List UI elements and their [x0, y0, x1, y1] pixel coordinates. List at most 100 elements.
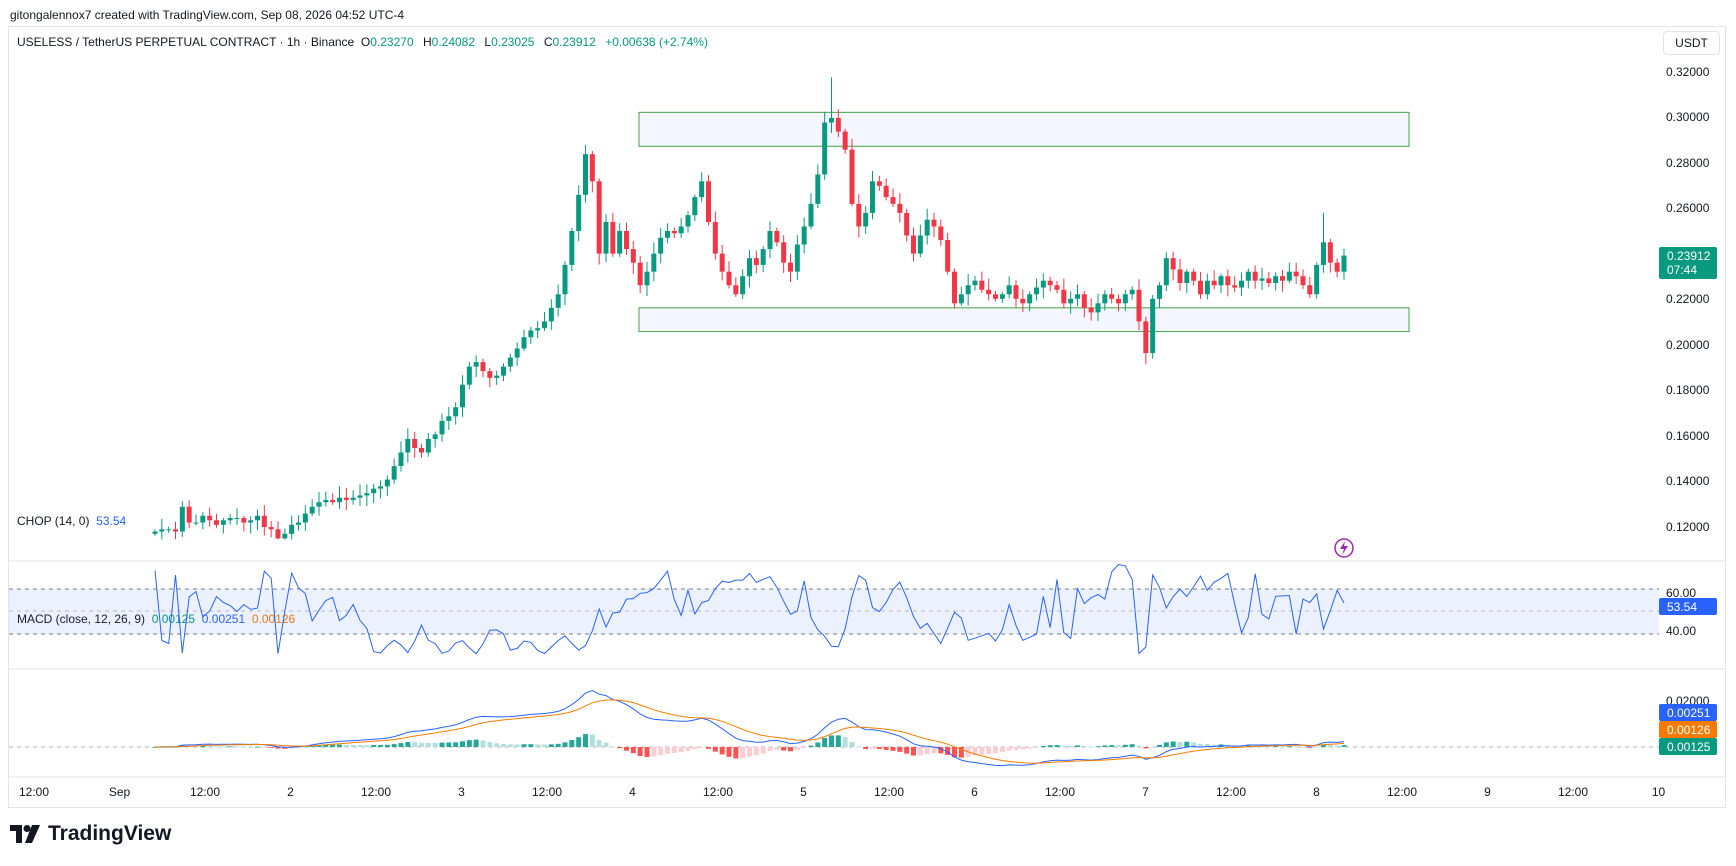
candle[interactable]	[1143, 316, 1149, 365]
candle[interactable]	[1184, 269, 1190, 294]
candle[interactable]	[521, 329, 527, 352]
candle[interactable]	[480, 358, 486, 378]
candle[interactable]	[1252, 265, 1258, 289]
candle[interactable]	[555, 284, 561, 317]
candle[interactable]	[371, 483, 377, 504]
candle[interactable]	[747, 250, 752, 288]
candle[interactable]	[494, 370, 500, 385]
candle[interactable]	[378, 480, 383, 499]
candle[interactable]	[405, 428, 411, 463]
candle[interactable]	[979, 271, 985, 294]
chop-legend[interactable]: CHOP (14, 0) 53.54	[17, 514, 126, 528]
candle[interactable]	[548, 299, 554, 330]
candle[interactable]	[589, 151, 595, 193]
candle[interactable]	[726, 261, 732, 289]
candle[interactable]	[596, 178, 602, 265]
candle[interactable]	[781, 235, 787, 273]
candle[interactable]	[1129, 286, 1135, 300]
candle[interactable]	[357, 484, 363, 506]
symbol-title[interactable]: USELESS / TetherUS PERPETUAL CONTRACT · …	[17, 35, 355, 49]
candle[interactable]	[186, 500, 192, 529]
candle[interactable]	[1307, 276, 1313, 298]
candle[interactable]	[1300, 269, 1306, 289]
candle[interactable]	[535, 321, 541, 339]
candle[interactable]	[958, 286, 964, 306]
candle[interactable]	[945, 232, 951, 275]
candle[interactable]	[1334, 258, 1340, 278]
candle[interactable]	[808, 193, 814, 230]
candle[interactable]	[972, 276, 978, 291]
candle[interactable]	[220, 517, 226, 534]
candle[interactable]	[193, 514, 199, 526]
candle[interactable]	[514, 342, 520, 366]
candle[interactable]	[815, 164, 821, 208]
candle[interactable]	[1088, 298, 1094, 321]
candle[interactable]	[678, 217, 684, 238]
candle[interactable]	[952, 268, 957, 309]
candle[interactable]	[425, 433, 431, 457]
candle[interactable]	[890, 188, 896, 207]
candle[interactable]	[897, 193, 903, 223]
candle[interactable]	[439, 413, 445, 442]
candle[interactable]	[473, 355, 479, 377]
candle[interactable]	[419, 443, 424, 458]
macd-histogram[interactable]	[152, 734, 1347, 759]
candle[interactable]	[1006, 276, 1012, 299]
candle[interactable]	[1068, 291, 1074, 314]
candle[interactable]	[617, 223, 623, 257]
candle[interactable]	[1081, 290, 1087, 318]
candle[interactable]	[1191, 268, 1197, 286]
candle[interactable]	[569, 227, 575, 272]
candle[interactable]	[1293, 262, 1299, 284]
candle[interactable]	[1280, 269, 1285, 292]
candle[interactable]	[1116, 294, 1121, 312]
candle[interactable]	[179, 501, 185, 537]
candle[interactable]	[719, 244, 725, 281]
candle[interactable]	[712, 211, 718, 260]
candle[interactable]	[1177, 258, 1183, 291]
candle[interactable]	[432, 431, 438, 448]
candle[interactable]	[268, 520, 274, 538]
candle[interactable]	[289, 515, 295, 540]
candle[interactable]	[1273, 272, 1279, 291]
candle[interactable]	[309, 499, 315, 517]
candle[interactable]	[1013, 280, 1019, 308]
candle[interactable]	[651, 242, 657, 282]
candle[interactable]	[637, 255, 643, 294]
candle[interactable]	[316, 492, 322, 516]
candle[interactable]	[255, 509, 260, 531]
candle[interactable]	[1061, 278, 1067, 309]
candle[interactable]	[241, 515, 247, 532]
candle[interactable]	[384, 475, 390, 497]
candle[interactable]	[1225, 269, 1231, 297]
candle[interactable]	[753, 250, 759, 274]
candle[interactable]	[630, 241, 636, 274]
candle[interactable]	[1040, 273, 1046, 299]
candle[interactable]	[692, 194, 698, 222]
candle[interactable]	[391, 458, 397, 484]
candle[interactable]	[1321, 212, 1326, 273]
candle[interactable]	[1327, 238, 1333, 273]
candle[interactable]	[1341, 248, 1347, 280]
candle[interactable]	[542, 312, 547, 331]
candle[interactable]	[507, 353, 513, 372]
macd-line[interactable]	[154, 689, 1345, 767]
candle[interactable]	[1150, 295, 1156, 359]
candle[interactable]	[1136, 279, 1142, 331]
candle[interactable]	[1047, 276, 1053, 292]
candle[interactable]	[501, 363, 506, 382]
candle[interactable]	[1266, 271, 1272, 288]
candle[interactable]	[528, 327, 534, 344]
candle[interactable]	[767, 221, 773, 259]
candle[interactable]	[1245, 268, 1251, 289]
candle[interactable]	[323, 491, 329, 507]
candle[interactable]	[234, 508, 240, 525]
candle[interactable]	[658, 228, 664, 264]
zones-layer[interactable]	[638, 111, 1410, 333]
candles-layer[interactable]	[152, 77, 1347, 540]
candle[interactable]	[1054, 280, 1060, 294]
macd-signal-line[interactable]	[155, 699, 1345, 764]
candle[interactable]	[398, 441, 404, 472]
price-zone-1[interactable]	[638, 307, 1410, 333]
candle[interactable]	[938, 219, 944, 247]
